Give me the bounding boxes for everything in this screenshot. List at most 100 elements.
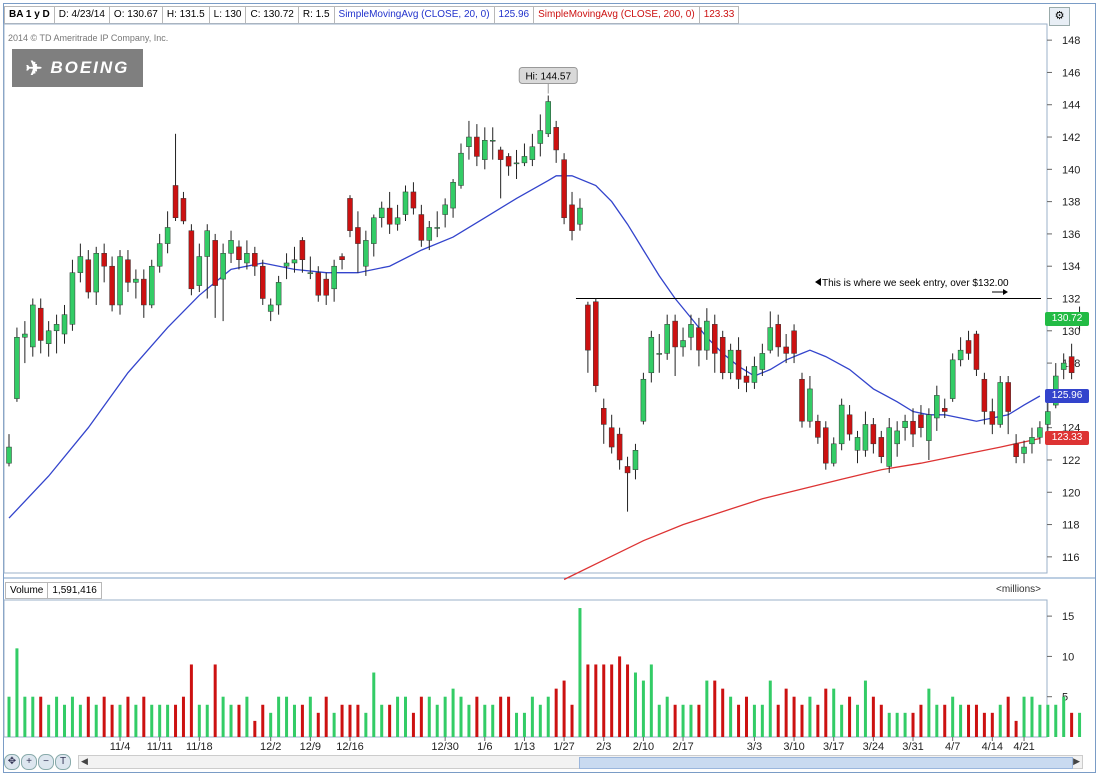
candle-body <box>981 378 988 412</box>
price-tick-label: 130 <box>1062 326 1080 338</box>
volume-bar <box>697 704 701 737</box>
candle-body <box>196 256 203 286</box>
candle-body <box>109 265 115 306</box>
volume-bar <box>1054 704 1058 737</box>
volume-bar <box>380 704 384 737</box>
volume-bar <box>546 696 550 737</box>
candle-body <box>6 446 12 464</box>
candle-body <box>743 375 750 383</box>
candle-body <box>1060 362 1067 370</box>
date-tick-label: 3/17 <box>823 741 844 753</box>
candle-body <box>997 382 1003 425</box>
candle-body <box>934 395 940 419</box>
date-tick-label: 12/2 <box>260 741 281 753</box>
candle-body <box>101 253 107 267</box>
scroll-left-icon[interactable]: ◀ <box>81 756 88 766</box>
volume-bar <box>419 696 423 737</box>
candle-body <box>648 337 655 374</box>
volume-bar <box>744 696 748 737</box>
candle-body <box>656 353 663 355</box>
volume-bar <box>737 704 741 737</box>
scroll-right-icon[interactable]: ▶ <box>1073 756 1080 766</box>
candle-body <box>1021 446 1027 454</box>
candle-body <box>45 330 52 344</box>
volume-bar <box>388 704 392 737</box>
candle-body <box>482 140 488 160</box>
scrollbar-thumb[interactable] <box>579 757 1073 769</box>
candle-body <box>252 253 258 267</box>
volume-bar <box>332 712 336 737</box>
candle-body <box>823 427 829 464</box>
candle-body <box>450 181 456 209</box>
volume-bar <box>7 696 11 737</box>
sma200-price-tag: 123.33 <box>1045 431 1089 446</box>
volume-bar <box>364 712 368 737</box>
zoom-out-icon: − <box>43 756 49 767</box>
text-tool-button[interactable]: T <box>55 754 71 770</box>
annotation-left-arrow-icon <box>815 278 821 286</box>
candle-body <box>965 340 972 354</box>
price-tick-label: 116 <box>1062 552 1080 564</box>
volume-bar <box>308 696 312 737</box>
candle-body <box>204 230 210 257</box>
date-tick-label: 12/16 <box>336 741 364 753</box>
volume-bar <box>229 704 233 737</box>
price-tick-label: 138 <box>1062 197 1080 209</box>
volume-bar <box>729 696 733 737</box>
candle-body <box>458 152 464 186</box>
volume-bar <box>982 712 986 737</box>
candle-body <box>1029 437 1035 445</box>
candle-body <box>664 324 670 354</box>
volume-bar <box>998 704 1002 737</box>
volume-tick-label: 10 <box>1062 651 1074 663</box>
candle-body <box>164 227 171 244</box>
volume-bar <box>1006 696 1010 737</box>
price-tick-label: 144 <box>1062 100 1080 112</box>
volume-bar <box>411 712 415 737</box>
price-tick-label: 148 <box>1062 35 1080 47</box>
annotation-right-arrow-icon <box>1003 289 1008 295</box>
volume-bar <box>237 704 241 737</box>
volume-bar <box>840 704 844 737</box>
candle-body <box>727 349 734 374</box>
pan-button[interactable]: ✥ <box>4 754 20 770</box>
candle-body <box>949 359 956 399</box>
volume-bar <box>927 688 931 737</box>
volume-tick-label: 15 <box>1062 611 1074 623</box>
candle-body <box>402 191 409 215</box>
price-tick-label: 140 <box>1062 164 1080 176</box>
candle-body <box>593 301 599 386</box>
volume-bar <box>951 696 955 737</box>
zoom-out-button[interactable]: − <box>38 754 54 770</box>
volume-bar <box>721 688 725 737</box>
candle-body <box>830 443 837 464</box>
price-tick-label: 146 <box>1062 67 1080 79</box>
text-icon: T <box>59 756 67 767</box>
candle-body <box>497 149 504 160</box>
candle-body <box>117 256 123 306</box>
candle-body <box>61 314 68 335</box>
chart-scrollbar[interactable]: ◀ ▶ <box>78 755 1083 769</box>
volume-bar <box>974 704 978 737</box>
zoom-in-button[interactable]: + <box>21 754 37 770</box>
volume-bar <box>760 704 764 737</box>
candle-body <box>1005 382 1011 412</box>
zoom-in-icon: + <box>26 756 32 767</box>
price-tick-label: 120 <box>1062 487 1080 499</box>
candle-body <box>989 411 996 425</box>
candle-body <box>466 136 472 147</box>
date-tick-label: 4/21 <box>1013 741 1034 753</box>
volume-bar <box>681 704 685 737</box>
candle-body <box>735 349 742 380</box>
candle-body <box>22 333 28 338</box>
candle-body <box>696 327 702 351</box>
candle-body <box>569 204 575 231</box>
entry-annotation-text: This is where we seek entry, over $132.0… <box>822 278 1009 289</box>
chart-settings-button[interactable]: ⚙ <box>1049 7 1070 26</box>
candle-body <box>957 349 964 361</box>
volume-bar <box>768 680 772 737</box>
boeing-logo: ✈ BOEING <box>12 49 143 87</box>
volume-bar <box>348 704 352 737</box>
candle-body <box>886 427 892 467</box>
volume-bar <box>689 704 693 737</box>
